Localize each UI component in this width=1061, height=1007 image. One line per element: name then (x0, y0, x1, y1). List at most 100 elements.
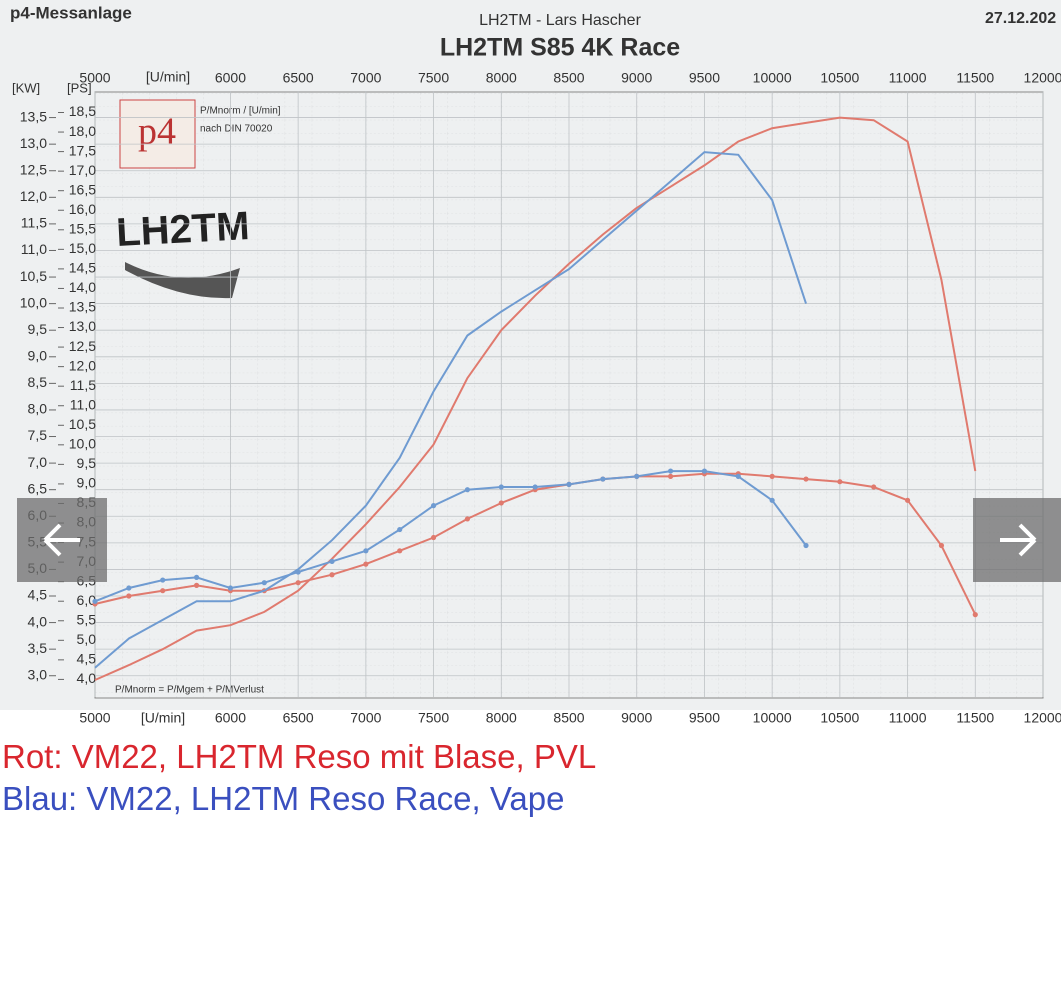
torque-point (769, 497, 775, 503)
power-curve (94, 116, 977, 681)
torque-point (295, 580, 301, 586)
chart-title: LH2TM S85 4K Race (440, 34, 680, 62)
torque-point (126, 585, 132, 591)
x-tick-label: 12000 (1024, 710, 1061, 726)
x-tick-label: 9500 (689, 710, 720, 726)
y2-tick-label: 15,5 (69, 220, 96, 236)
y2-tick-label: 5,5 (77, 611, 97, 627)
p4-logo-box (119, 99, 196, 169)
y-tick-label: 8,5 (28, 374, 48, 390)
torque-curve (94, 470, 807, 603)
torque-point (667, 468, 674, 474)
y2-tick-label: 18,5 (69, 103, 96, 119)
torque-point (871, 484, 877, 490)
y2-tick-label: 14,0 (69, 279, 96, 295)
torque-point (329, 572, 335, 578)
y2-tick-label: 13,5 (69, 299, 96, 315)
x-tick-label-top: 6500 (283, 70, 314, 86)
lh2tm-logo: LH2TM (115, 204, 250, 255)
p4-logo: p4 (138, 111, 176, 153)
y2-axis-label: [PS] (67, 80, 92, 95)
x-tick-label: 9000 (621, 710, 652, 726)
y2-tick-label: 12,5 (69, 338, 96, 354)
x-tick-label-top: 11500 (956, 70, 994, 86)
torque-point (972, 612, 978, 618)
logo-note: nach DIN 70020 (200, 124, 273, 135)
torque-point (735, 473, 741, 479)
y-tick-label: 7,5 (28, 427, 48, 443)
y-tick-label: 6,5 (28, 480, 48, 496)
y-tick-label: 10,0 (20, 294, 47, 310)
y2-tick-label: 9,0 (77, 475, 97, 491)
y-tick-label: 12,0 (20, 188, 47, 204)
torque-point (938, 542, 945, 549)
y-tick-label: 11,5 (21, 215, 47, 231)
y2-tick-label: 18,0 (69, 123, 96, 139)
header-center: LH2TM - Lars Hascher (479, 12, 641, 29)
x-tick-label-top: 5000 (79, 70, 110, 86)
y2-tick-label: 17,0 (69, 162, 96, 178)
torque-point (193, 582, 200, 588)
y-tick-label: 8,0 (28, 401, 48, 417)
logo-note: P/Mnorm / [U/min] (200, 106, 281, 117)
y-tick-label: 10,5 (20, 268, 47, 284)
y-tick-label: 13,0 (20, 135, 47, 151)
x-tick-label-top: 10000 (753, 70, 792, 86)
torque-point (464, 487, 471, 493)
torque-point (430, 534, 437, 541)
torque-point (464, 516, 471, 522)
x-tick-label-top: 12000 (1024, 70, 1061, 86)
torque-point (160, 588, 166, 594)
legend-entry: Blau: VM22, LH2TM Reso Race, Vape (2, 780, 565, 817)
x-tick-label-top: 8500 (553, 70, 584, 86)
x-tick-label: 10500 (820, 710, 859, 726)
x-tick-label-top: 11000 (889, 70, 927, 86)
x-tick-label-top: 8000 (486, 70, 517, 86)
y-axis-label: [KW] (12, 80, 40, 95)
torque-point (126, 593, 132, 599)
y2-tick-label: 5,0 (77, 631, 97, 647)
header-right: 27.12.202 (985, 10, 1056, 27)
x-axis-label: [U/min] (141, 710, 185, 726)
x-tick-label: 6000 (215, 710, 246, 726)
y-tick-label: 7,0 (28, 454, 48, 470)
y2-tick-label: 16,5 (69, 181, 96, 197)
x-axis-label-top: [U/min] (146, 69, 190, 85)
torque-point (193, 574, 200, 580)
y-tick-label: 13,5 (20, 108, 47, 124)
y-tick-label: 4,0 (28, 613, 48, 629)
y2-tick-label: 14,5 (69, 260, 96, 276)
y-tick-label: 12,5 (20, 161, 47, 177)
logo-swoosh (125, 262, 240, 299)
torque-point (769, 473, 775, 479)
torque-point (363, 561, 369, 567)
y-tick-label: 3,0 (28, 666, 48, 682)
torque-point (160, 577, 166, 583)
y2-tick-label: 10,0 (69, 436, 96, 452)
torque-point (295, 569, 301, 575)
y2-tick-label: 16,0 (69, 201, 96, 217)
y2-tick-label: 4,5 (77, 651, 97, 667)
y2-tick-label: 13,0 (69, 318, 96, 334)
y-tick-label: 3,5 (28, 640, 48, 656)
torque-point (904, 497, 911, 503)
x-tick-label: 8000 (486, 710, 517, 726)
x-tick-label: 6500 (283, 710, 314, 726)
x-tick-label: 8500 (553, 710, 584, 726)
y-tick-label: 9,5 (28, 321, 48, 337)
x-tick-label: 7000 (350, 710, 381, 726)
torque-point (803, 476, 809, 482)
x-tick-label-top: 10500 (820, 70, 859, 86)
torque-point (498, 484, 504, 490)
torque-point (329, 558, 335, 565)
torque-point (803, 542, 809, 549)
y2-tick-label: 6,0 (77, 592, 97, 608)
torque-point (634, 473, 640, 479)
y-tick-label: 4,5 (28, 587, 48, 603)
x-tick-label-top: 7500 (418, 70, 449, 86)
y-tick-label: 11,0 (21, 241, 47, 257)
torque-point (397, 526, 403, 533)
legend-entry: Rot: VM22, LH2TM Reso mit Blase, PVL (2, 738, 597, 775)
torque-point (363, 548, 369, 554)
